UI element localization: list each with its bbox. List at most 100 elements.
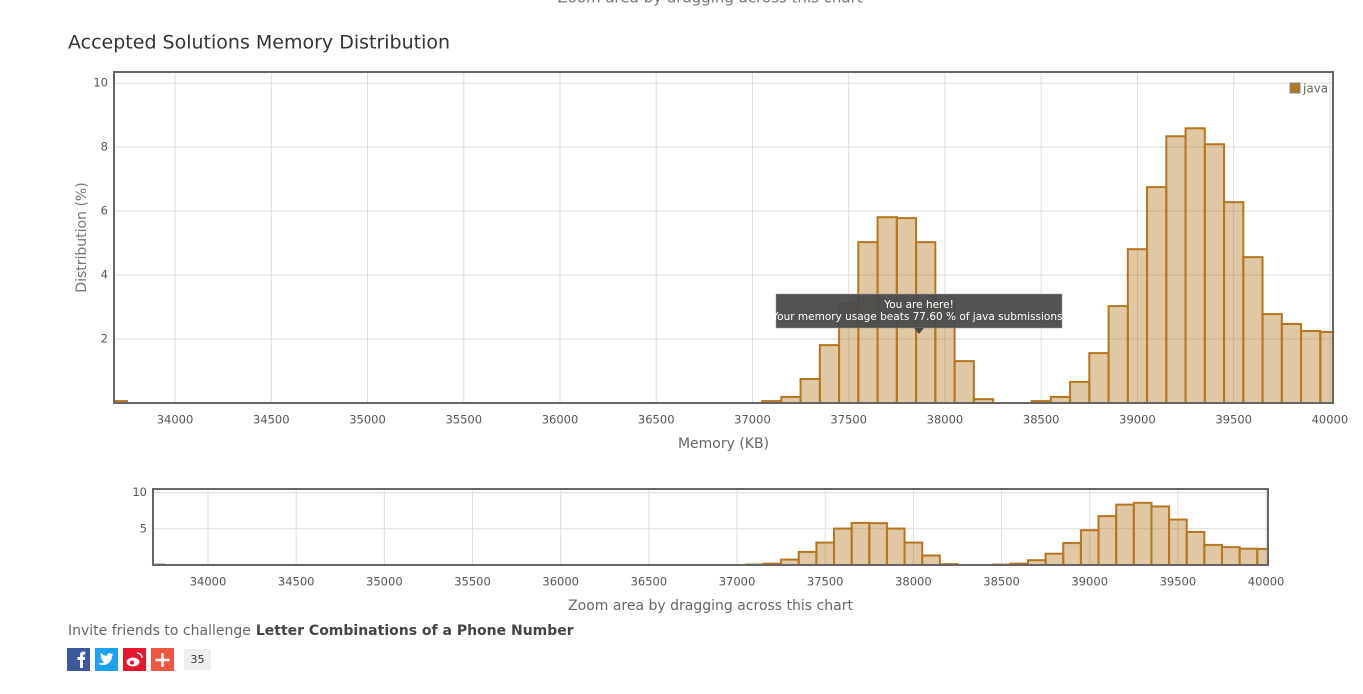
histogram-bar — [1319, 331, 1333, 403]
x-tick-label: 39000 — [1119, 413, 1156, 427]
y-axis-label: Distribution (%) — [74, 182, 90, 292]
y-tick-label: 8 — [101, 140, 108, 154]
histogram-bar — [1062, 542, 1082, 565]
histogram-bar — [1203, 543, 1223, 565]
histogram-bar — [797, 550, 818, 565]
x-tick-label: 35000 — [349, 413, 386, 427]
x-tick-label: 34000 — [157, 413, 194, 427]
histogram-bar — [1044, 552, 1065, 565]
x-tick-label: 35500 — [454, 575, 491, 589]
histogram-bar — [1115, 503, 1135, 565]
x-tick-label: 35000 — [366, 575, 403, 589]
x-tick-label: 36500 — [638, 413, 675, 427]
histogram-bar — [1132, 501, 1153, 565]
histogram-bar — [1238, 547, 1259, 565]
x-tick-label: 34500 — [278, 575, 315, 589]
x-tick-label: 37500 — [807, 575, 844, 589]
plot-frame — [152, 488, 1269, 566]
histogram-bar — [921, 554, 941, 565]
problem-name[interactable]: Letter Combinations of a Phone Number — [256, 623, 574, 639]
x-tick-label: 36500 — [631, 575, 668, 589]
facebook-button[interactable] — [67, 648, 90, 671]
x-tick-label: 39500 — [1160, 575, 1197, 589]
histogram-bar — [1256, 547, 1268, 565]
x-tick-label: 37000 — [734, 413, 771, 427]
x-tick-label: 38500 — [983, 575, 1020, 589]
histogram-bar — [903, 541, 924, 565]
share-count-box — [184, 649, 211, 670]
histogram-bar — [885, 527, 906, 565]
histogram-bar — [1185, 530, 1206, 565]
y-tick-label: 10 — [93, 76, 108, 90]
histogram-bar — [1261, 313, 1283, 403]
twitter-button[interactable] — [95, 648, 118, 671]
x-tick-label: 40000 — [1312, 413, 1349, 427]
histogram-bar — [868, 522, 888, 565]
y-tick-label: 4 — [101, 268, 108, 282]
x-tick-label: 38000 — [895, 575, 932, 589]
chart-caption: Zoom area by dragging across this chart — [568, 598, 853, 614]
tooltip-text: You are here! — [883, 299, 954, 311]
histogram-bar — [1242, 256, 1264, 403]
histogram-bar — [953, 360, 975, 403]
x-tick-label: 37000 — [719, 575, 756, 589]
invite-label: Invite friends to challenge — [68, 623, 251, 639]
histogram-bar — [1220, 546, 1241, 565]
histogram-bar — [1223, 201, 1245, 403]
histogram-bar — [1097, 515, 1118, 565]
bars — [153, 501, 1268, 565]
plot-background — [153, 489, 1268, 565]
histogram-bar — [1146, 186, 1168, 403]
x-tick-label: 34500 — [253, 413, 290, 427]
histogram-bar — [1069, 380, 1091, 403]
tooltip-pointer — [914, 328, 924, 334]
histogram-bar — [833, 527, 853, 565]
more-button[interactable] — [151, 648, 174, 671]
histogram-bar — [1184, 127, 1206, 403]
histogram-bar — [1107, 305, 1129, 403]
histogram-bar — [1165, 135, 1187, 403]
x-tick-label: 40000 — [1248, 575, 1285, 589]
tooltip-box — [775, 293, 1063, 329]
weibo-button[interactable] — [123, 648, 146, 671]
chart: 34000 34500 35000 35500 36000 36500 37000 37500… — [132, 485, 1284, 614]
y-tick-label: 5 — [140, 521, 147, 535]
bars — [114, 127, 1333, 403]
histogram-bar — [972, 398, 995, 403]
x-tick-label: 35500 — [445, 413, 482, 427]
histogram-bar — [1126, 248, 1149, 403]
chart: Accepted Solutions Memory Distribution 34… — [68, 32, 1348, 453]
y-tick-label: 6 — [101, 204, 108, 218]
x-tick-label: 39000 — [1071, 575, 1108, 589]
histogram-bar — [1088, 352, 1110, 403]
histogram-bar — [1300, 330, 1322, 403]
histogram-bar — [818, 344, 841, 403]
y-tick-label: 2 — [101, 332, 108, 346]
legend-swatch — [1289, 82, 1301, 94]
y-tick-label: 10 — [132, 485, 147, 499]
share-buttons: 35 — [67, 648, 211, 671]
histogram-bar — [815, 541, 836, 565]
top-caption: Zoom area by dragging across this chart — [557, 0, 862, 7]
x-tick-label: 39500 — [1215, 413, 1252, 427]
x-tick-label: 37500 — [830, 413, 867, 427]
histogram-bar — [1203, 143, 1226, 403]
x-tick-label: 38000 — [927, 413, 964, 427]
plot-frame — [113, 71, 1334, 404]
histogram-bar — [1079, 529, 1100, 565]
x-axis-label: Memory (KB) — [678, 436, 769, 452]
histogram-bar — [850, 521, 871, 565]
plot-background — [114, 72, 1333, 403]
chart-title: Accepted Solutions Memory Distribution — [68, 32, 450, 54]
share-count: 35 — [191, 653, 205, 666]
histogram-bar — [1168, 518, 1188, 565]
histogram-bar — [799, 378, 821, 403]
histogram-bar — [1150, 505, 1171, 565]
x-tick-label: 38500 — [1023, 413, 1060, 427]
x-tick-label: 34000 — [190, 575, 227, 589]
tooltip: You are here!Your memory usage beats 77.… — [771, 293, 1066, 334]
histogram-bar — [1280, 323, 1303, 403]
legend-label: java — [1302, 82, 1328, 96]
x-tick-label: 36000 — [542, 575, 579, 589]
